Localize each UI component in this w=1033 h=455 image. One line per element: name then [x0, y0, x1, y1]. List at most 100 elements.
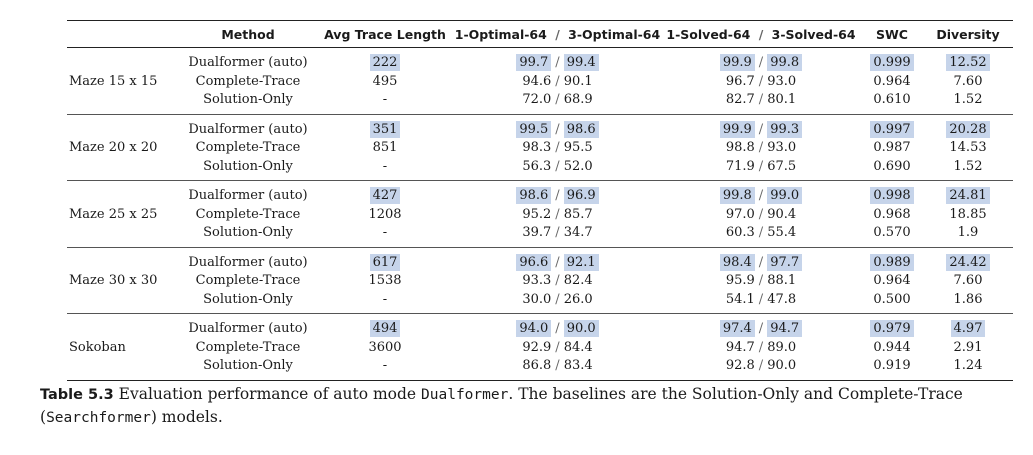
header-row: Method Avg Trace Length 1-Optimal-64 / 3… [67, 21, 1013, 48]
cell-optimal: 92.9/84.4 [454, 339, 661, 358]
table-row: Solution-Only -30.0/26.0 54.1/47.8 0.500 1.8… [67, 291, 1013, 314]
cell-environment [67, 246, 180, 272]
cell-environment: Sokoban [69, 339, 126, 355]
cell-method: Complete-Trace [195, 339, 301, 355]
table-row: Dualformer (auto) 617 96.6/92.1 98.4/97.7 0.… [67, 246, 1013, 272]
cell-optimal-separator: / [555, 140, 560, 156]
cell-solved: 99.9/99.8 [661, 48, 861, 73]
cell-optimal-first: 98.3 [522, 140, 552, 156]
cell-optimal: 99.7/99.4 [454, 48, 661, 73]
cell-solved-separator: / [758, 254, 764, 270]
table-row: Dualformer (auto) 427 98.6/96.9 99.8/99.0 0.… [67, 180, 1013, 206]
cell-diversity-value: 20.28 [946, 120, 990, 138]
cell-solved-second: 89.0 [767, 339, 797, 355]
cell-method: Solution-Only [203, 92, 293, 108]
cell-method: Solution-Only [203, 158, 293, 174]
cell-environment [67, 113, 180, 139]
cell-optimal-separator: / [555, 158, 560, 174]
caption-baseline-model-name: Searchformer [46, 410, 151, 426]
cell-solved-second: 97.7 [767, 253, 803, 271]
cell-solved-first: 99.9 [719, 54, 755, 72]
cell-solved-second: 88.1 [767, 273, 797, 289]
table-row: Sokoban Complete-Trace 3600 92.9/84.4 94.7/8… [67, 339, 1013, 358]
cell-avg-trace-length: 222 [316, 48, 454, 73]
cell-solved-second: 47.8 [767, 291, 797, 307]
header-optimal-1: 1-Optimal-64 [454, 26, 547, 42]
header-optimal-3: 3-Optimal-64 [568, 26, 661, 42]
cell-solved-second: 90.4 [767, 206, 797, 222]
cell-solved-second: 80.1 [767, 92, 797, 108]
cell-diversity: 20.28 [923, 113, 1013, 139]
cell-solved: 94.7/89.0 [661, 339, 861, 358]
cell-swc: 0.998 [861, 180, 923, 206]
cell-optimal: 99.5/98.6 [454, 113, 661, 139]
cell-diversity: 18.85 [949, 206, 987, 222]
cell-swc: 0.570 [873, 225, 911, 241]
cell-solved: 97.4/94.7 [661, 313, 861, 339]
cell-optimal-separator: / [555, 225, 560, 241]
cell-optimal-separator: / [555, 339, 560, 355]
cell-solved: 82.7/80.1 [661, 91, 861, 114]
cell-optimal-first: 94.6 [522, 73, 552, 89]
cell-diversity: 1.9 [957, 225, 979, 241]
cell-optimal-separator: / [555, 206, 560, 222]
cell-solved-first: 95.9 [725, 273, 755, 289]
cell-optimal-first: 98.6 [516, 187, 552, 205]
cell-optimal-separator: / [555, 121, 560, 137]
cell-swc: 0.964 [873, 73, 911, 89]
cell-avg-trace-length-value: 427 [369, 187, 401, 205]
cell-diversity: 7.60 [953, 273, 983, 289]
cell-optimal-separator: / [555, 92, 560, 108]
cell-avg-trace-length-value: 351 [369, 120, 401, 138]
cell-solved-second: 67.5 [767, 158, 797, 174]
header-method: Method [180, 21, 316, 48]
caption-model-name: Dualformer [421, 387, 509, 403]
cell-optimal-separator: / [555, 358, 560, 374]
cell-optimal-first: 92.9 [522, 339, 552, 355]
cell-solved: 98.4/97.7 [661, 246, 861, 272]
cell-environment [67, 313, 180, 339]
cell-diversity-value: 24.81 [946, 187, 990, 205]
cell-swc: 0.944 [873, 339, 911, 355]
cell-solved-separator: / [758, 358, 764, 374]
header-solved: 1-Solved-64 / 3-Solved-64 [661, 21, 861, 48]
cell-diversity: 1.52 [953, 158, 983, 174]
cell-solved-separator: / [758, 321, 764, 337]
cell-optimal-separator: / [555, 188, 560, 204]
cell-swc: 0.690 [873, 158, 911, 174]
cell-optimal-separator: / [555, 254, 560, 270]
cell-method: Dualformer (auto) [180, 113, 316, 139]
cell-solved-separator: / [758, 92, 764, 108]
cell-avg-trace-length: 1208 [368, 206, 402, 222]
cell-diversity: 12.52 [923, 48, 1013, 73]
cell-solved-separator: / [758, 140, 764, 156]
cell-solved: 98.8/93.0 [661, 139, 861, 158]
cell-solved: 71.9/67.5 [661, 158, 861, 181]
cell-swc-value: 0.999 [870, 54, 914, 72]
cell-diversity: 1.24 [953, 358, 983, 374]
cell-diversity-value: 12.52 [946, 54, 990, 72]
cell-method: Complete-Trace [195, 273, 301, 289]
header-diversity: Diversity [923, 21, 1013, 48]
cell-optimal-first: 56.3 [522, 158, 552, 174]
cell-optimal: 94.6/90.1 [454, 73, 661, 92]
cell-optimal-first: 72.0 [522, 92, 552, 108]
cell-solved-first: 97.4 [719, 320, 755, 338]
table-row: Maze 15 x 15 Complete-Trace 495 94.6/90.1 96… [67, 73, 1013, 92]
cell-environment: Maze 20 x 20 [69, 140, 158, 156]
cell-solved-second: 93.0 [767, 140, 797, 156]
cell-solved-separator: / [758, 225, 764, 241]
cell-environment: Maze 30 x 30 [69, 273, 158, 289]
cell-solved-first: 54.1 [725, 291, 755, 307]
cell-solved-second: 93.0 [767, 73, 797, 89]
cell-solved-first: 99.9 [719, 120, 755, 138]
cell-solved-second: 90.0 [767, 358, 797, 374]
cell-method: Dualformer (auto) [188, 55, 308, 71]
table-row: Maze 30 x 30 Complete-Trace 1538 93.3/82.4 9… [67, 272, 1013, 291]
cell-solved-first: 98.4 [719, 253, 755, 271]
cell-diversity: 4.97 [923, 313, 1013, 339]
cell-optimal-second: 96.9 [563, 187, 599, 205]
cell-swc: 0.610 [873, 92, 911, 108]
table-row: Solution-Only -56.3/52.0 71.9/67.5 0.690 1.5… [67, 158, 1013, 181]
cell-solved-first: 98.8 [725, 140, 755, 156]
